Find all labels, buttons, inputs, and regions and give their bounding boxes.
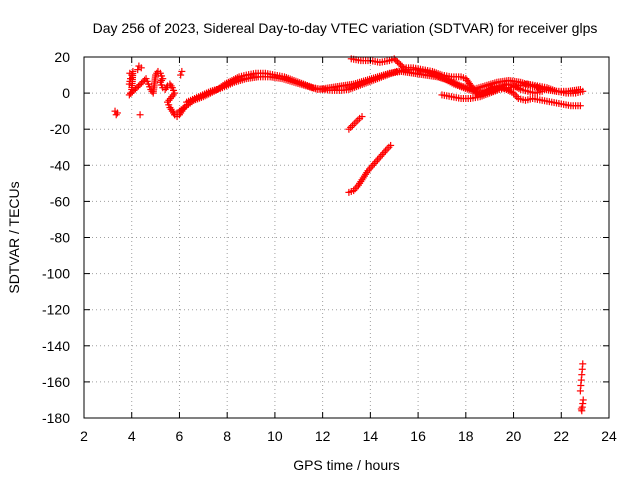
x-tick-label: 2 bbox=[80, 428, 88, 444]
x-tick-label: 12 bbox=[315, 428, 331, 444]
x-tick-label: 18 bbox=[458, 428, 474, 444]
y-tick-label: 20 bbox=[54, 49, 70, 65]
data-point bbox=[579, 87, 587, 95]
data-point bbox=[393, 58, 401, 66]
x-tick-label: 16 bbox=[410, 428, 426, 444]
x-tick-label: 4 bbox=[128, 428, 136, 444]
y-tick-label: -120 bbox=[42, 302, 70, 318]
y-tick-label: -20 bbox=[50, 121, 70, 137]
data-point bbox=[136, 81, 144, 89]
data-point bbox=[134, 66, 142, 74]
data-point bbox=[131, 85, 139, 93]
y-tick-label: -40 bbox=[50, 157, 70, 173]
y-tick-label: -140 bbox=[42, 338, 70, 354]
y-tick-label: -180 bbox=[42, 410, 70, 426]
data-point bbox=[577, 405, 585, 413]
data-point bbox=[397, 61, 405, 69]
data-point bbox=[134, 82, 142, 90]
y-axis-label: SDTVAR / TECUs bbox=[6, 181, 22, 293]
data-point bbox=[387, 141, 395, 149]
data-point bbox=[133, 84, 141, 92]
data-point bbox=[130, 86, 138, 94]
x-tick-label: 14 bbox=[363, 428, 379, 444]
data-point bbox=[392, 56, 400, 64]
data-point bbox=[125, 91, 133, 99]
data-point bbox=[576, 387, 584, 395]
data-point bbox=[137, 64, 145, 72]
data-point bbox=[127, 89, 135, 97]
y-tick-label: -60 bbox=[50, 193, 70, 209]
data-point bbox=[358, 113, 366, 121]
data-point bbox=[113, 109, 121, 117]
data-point bbox=[137, 79, 145, 87]
data-point bbox=[398, 62, 406, 70]
data-point bbox=[395, 59, 403, 67]
points-layer bbox=[111, 55, 587, 415]
y-tick-label: -100 bbox=[42, 266, 70, 282]
x-tick-label: 6 bbox=[176, 428, 184, 444]
data-point bbox=[136, 111, 144, 119]
data-point bbox=[178, 67, 186, 75]
data-point bbox=[390, 55, 398, 63]
data-point bbox=[576, 102, 584, 110]
x-tick-label: 24 bbox=[601, 428, 617, 444]
data-point bbox=[177, 71, 185, 79]
y-tick-label: 0 bbox=[62, 85, 70, 101]
y-tick-label: -160 bbox=[42, 374, 70, 390]
ticks-layer: 2 4 6 8 10 12 14 16 18 20 22 24200-20-40-60-80-100-… bbox=[42, 49, 617, 444]
x-axis-label: GPS time / hours bbox=[293, 457, 400, 473]
data-point bbox=[128, 88, 136, 96]
x-tick-label: 10 bbox=[267, 428, 283, 444]
y-tick-label: -80 bbox=[50, 230, 70, 246]
x-tick-label: 20 bbox=[506, 428, 522, 444]
x-tick-label: 22 bbox=[553, 428, 569, 444]
x-tick-label: 8 bbox=[223, 428, 231, 444]
chart-title: Day 256 of 2023, Sidereal Day-to-day VTE… bbox=[93, 20, 598, 36]
